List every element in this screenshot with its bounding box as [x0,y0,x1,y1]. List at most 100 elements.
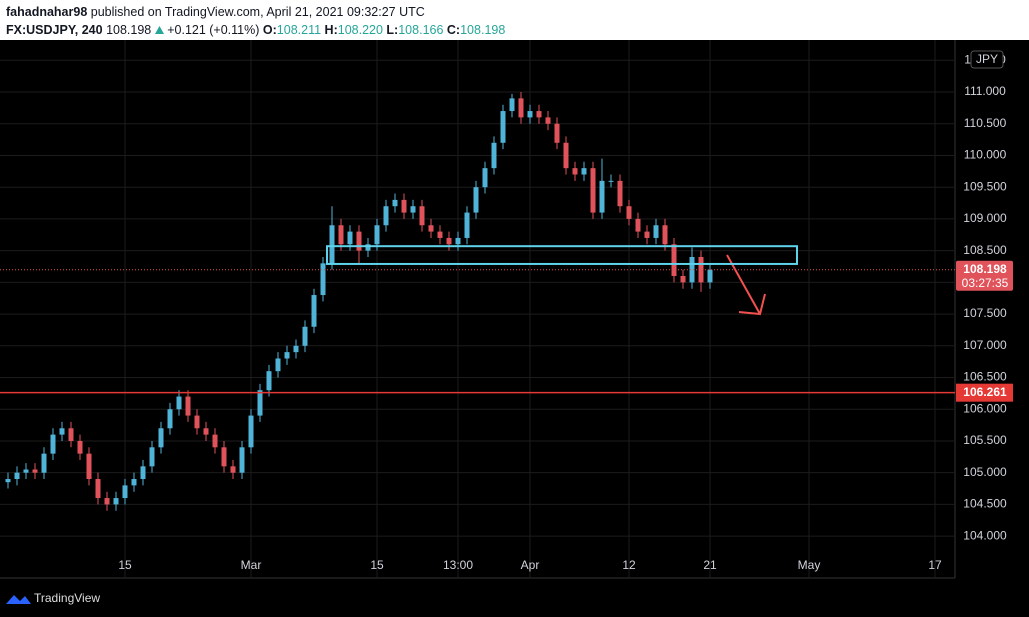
candle-body [671,244,677,277]
candle-body [707,269,713,283]
c-value: 108.198 [460,23,506,37]
candle-body [113,498,119,505]
candle-body [626,206,632,219]
l-label: L: [386,23,399,37]
candle-body [122,485,128,499]
candle-body [14,472,20,480]
candle-body [248,415,254,448]
candle-body [221,447,227,467]
candle-body [509,98,515,112]
candle-body [653,225,659,238]
candle-body [338,225,344,245]
candle-body [41,453,47,473]
candle-body [266,371,272,391]
c-label: C: [446,23,461,37]
x-tick-label: Apr [521,558,540,572]
candle-body [554,123,560,143]
candle-body [275,358,281,372]
candle-body [662,225,668,245]
candle-body [23,469,29,473]
y-tick-label: 107.000 [963,338,1007,352]
y-tick-label: 111.000 [964,84,1006,98]
candle-body [149,447,155,467]
candle-body [644,231,650,238]
footer-brand: TradingView [34,591,100,605]
candle-body [203,428,209,435]
candle-body [239,447,245,473]
candle-body [680,276,686,283]
candle-body [212,434,218,448]
y-tick-label: 107.500 [963,306,1007,320]
candle-body [581,168,587,175]
y-tick-label: 104.500 [963,497,1007,511]
candle-body [419,206,425,226]
candle-body [257,390,263,416]
candle-body [491,142,497,169]
currency-badge [970,50,1004,69]
y-tick-label: 106.000 [963,401,1007,415]
candle-body [428,225,434,232]
candle-body [698,256,704,283]
candle-body [437,231,443,238]
candle-body [185,396,191,416]
x-tick-label: Mar [241,558,262,572]
y-tick-label: 110.000 [964,148,1007,162]
candle-body [302,326,308,346]
zone [326,245,798,265]
h-label: H: [324,23,338,37]
countdown: 03:27:35 [962,276,1009,290]
candle-body [59,428,65,435]
candle-body [464,212,470,238]
candle-body [86,453,92,480]
candle-body [131,479,137,486]
candle-body [563,142,569,169]
candle-body [527,111,533,118]
author: fahadnahar98 [6,5,88,19]
o-value: 108.211 [276,23,322,37]
candle-body [50,434,56,454]
last: 108.198 [106,23,152,37]
x-tick-label: 17 [928,558,942,572]
candle-body [167,409,173,429]
candle-body [32,469,38,473]
candle-body [374,225,380,245]
candle-body [401,199,407,213]
change: +0.121 (+0.11%) [167,23,260,37]
candle-body [320,263,326,296]
hline-tag [956,383,1013,402]
price-label: 108.198 [963,262,1007,276]
candle-body [473,187,479,213]
candle-body [500,111,506,143]
candle-body [68,428,74,441]
candle-body [311,295,317,327]
hline-label: 106.261 [963,385,1007,399]
candle-body [329,225,335,264]
y-tick-label: 110.500 [964,116,1007,130]
candle-body [482,168,488,188]
candle-body [410,206,416,213]
candle-body [536,111,542,118]
candle-body [455,237,461,245]
candle-body [590,168,596,213]
candle-body [392,199,398,207]
x-tick-label: 12 [622,558,636,572]
candle-body [104,498,110,505]
chart-bg [0,40,1029,617]
candle-body [365,244,371,251]
symbol: FX:USDJPY, 240 [6,23,103,37]
candle-body [446,237,452,245]
y-tick-label: 106.500 [963,370,1007,384]
y-tick-label: 108.500 [963,243,1007,257]
candle-body [608,180,614,182]
candle-body [635,218,641,232]
candle-body [617,180,623,207]
candle-body [230,466,236,473]
y-tick-label: 105.500 [963,433,1007,447]
tv-logo [6,595,31,604]
x-tick-label: 15 [118,558,132,572]
candle-body [284,352,290,359]
candle-body [572,168,578,175]
candle-body [518,98,524,118]
candle-body [689,256,695,283]
